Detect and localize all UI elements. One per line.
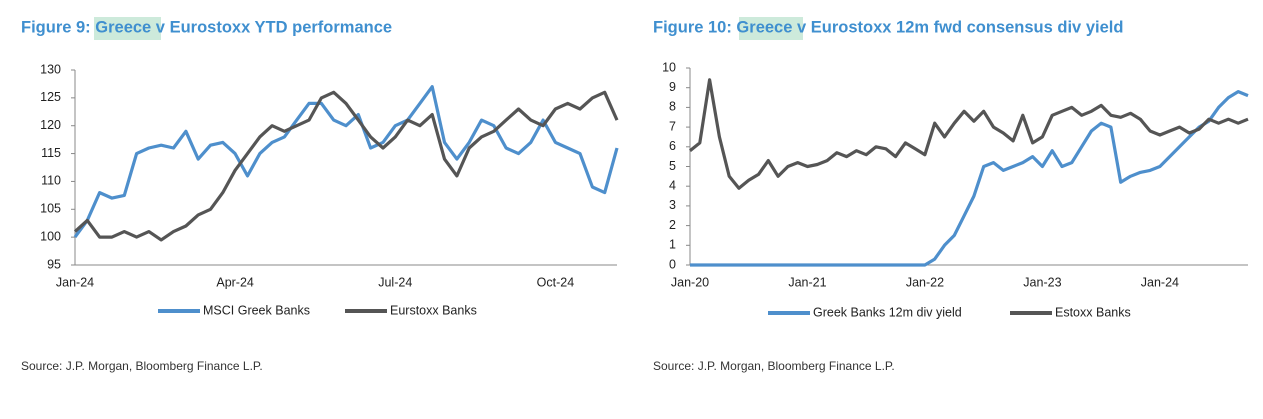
line-series bbox=[73, 85, 619, 239]
x-tick-label: Jan-21 bbox=[788, 275, 826, 289]
y-tick-label: 105 bbox=[40, 202, 61, 216]
source: Source: J.P. Morgan, Bloomberg Finance L… bbox=[21, 359, 263, 373]
x-tick-label: Jan-24 bbox=[56, 275, 94, 289]
line-series bbox=[689, 78, 1249, 190]
x-tick-label: Jan-20 bbox=[671, 275, 709, 289]
legend-label: Greek Banks 12m div yield bbox=[813, 305, 962, 319]
y-tick-label: 1 bbox=[669, 238, 676, 252]
y-tick-label: 9 bbox=[669, 80, 676, 94]
y-tick-label: 0 bbox=[669, 257, 676, 271]
y-tick-label: 7 bbox=[669, 119, 676, 133]
x-tick-label: Apr-24 bbox=[216, 275, 254, 289]
y-tick-label: 8 bbox=[669, 100, 676, 114]
y-tick-label: 6 bbox=[669, 139, 676, 153]
x-tick-label: Jan-24 bbox=[1141, 275, 1179, 289]
y-tick-label: 120 bbox=[40, 118, 61, 132]
legend-label: Eurstoxx Banks bbox=[390, 303, 477, 317]
y-tick-label: 110 bbox=[41, 174, 61, 188]
y-tick-label: 10 bbox=[662, 60, 676, 74]
y-tick-label: 115 bbox=[41, 146, 61, 160]
chart-title: Figure 9: Greece v Eurostoxx YTD perform… bbox=[21, 18, 392, 36]
line-series bbox=[73, 90, 619, 242]
y-tick-label: 4 bbox=[669, 178, 676, 192]
x-tick-label: Jan-22 bbox=[906, 275, 944, 289]
title-highlight bbox=[739, 17, 803, 40]
source: Source: J.P. Morgan, Bloomberg Finance L… bbox=[653, 359, 895, 373]
x-tick-label: Jul-24 bbox=[378, 275, 412, 289]
legend-label: MSCI Greek Banks bbox=[203, 303, 310, 317]
y-tick-label: 3 bbox=[669, 198, 676, 212]
x-tick-label: Oct-24 bbox=[537, 275, 575, 289]
title-highlight bbox=[94, 17, 161, 40]
y-tick-label: 130 bbox=[40, 62, 61, 76]
y-tick-label: 5 bbox=[669, 159, 676, 173]
x-tick-label: Jan-23 bbox=[1023, 275, 1061, 289]
y-tick-label: 95 bbox=[47, 257, 61, 271]
y-tick-label: 100 bbox=[40, 229, 61, 243]
chart-title: Figure 10: Greece v Eurostoxx 12m fwd co… bbox=[653, 18, 1123, 36]
legend-label: Estoxx Banks bbox=[1055, 305, 1131, 319]
line-series bbox=[690, 90, 1249, 267]
y-tick-label: 125 bbox=[40, 90, 61, 104]
y-tick-label: 2 bbox=[669, 218, 676, 232]
